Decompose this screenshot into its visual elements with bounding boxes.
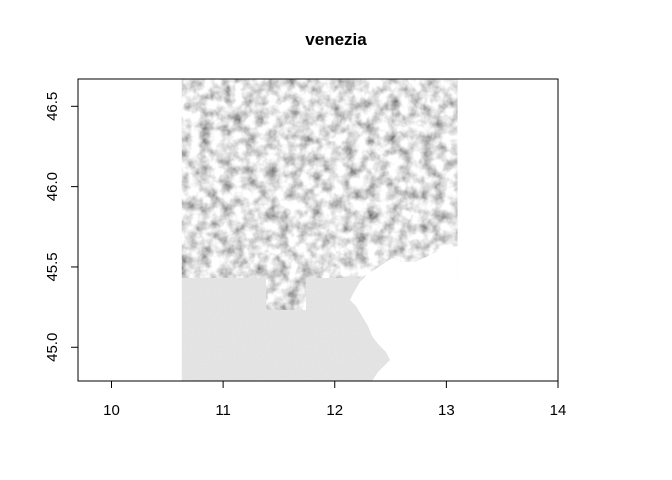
x-tick-label: 11 bbox=[215, 402, 231, 419]
y-tick-label: 46.0 bbox=[44, 172, 61, 201]
x-tick-label: 13 bbox=[438, 402, 455, 419]
hills-relief bbox=[266, 264, 306, 310]
x-axis: 10 11 12 13 14 bbox=[103, 380, 567, 419]
alpine-relief bbox=[181, 79, 458, 278]
x-tick-label: 12 bbox=[326, 402, 343, 419]
adriatic-sea bbox=[350, 246, 458, 381]
y-tick-label: 45.0 bbox=[44, 333, 61, 362]
x-tick-label: 10 bbox=[103, 402, 120, 419]
y-tick-label: 45.5 bbox=[44, 252, 61, 281]
y-axis: 45.0 45.5 46.0 46.5 bbox=[44, 92, 79, 362]
y-tick-label: 46.5 bbox=[44, 92, 61, 121]
x-tick-label: 14 bbox=[550, 402, 567, 419]
hillshade-raster bbox=[181, 79, 458, 381]
plot-title: venezia bbox=[305, 30, 367, 49]
